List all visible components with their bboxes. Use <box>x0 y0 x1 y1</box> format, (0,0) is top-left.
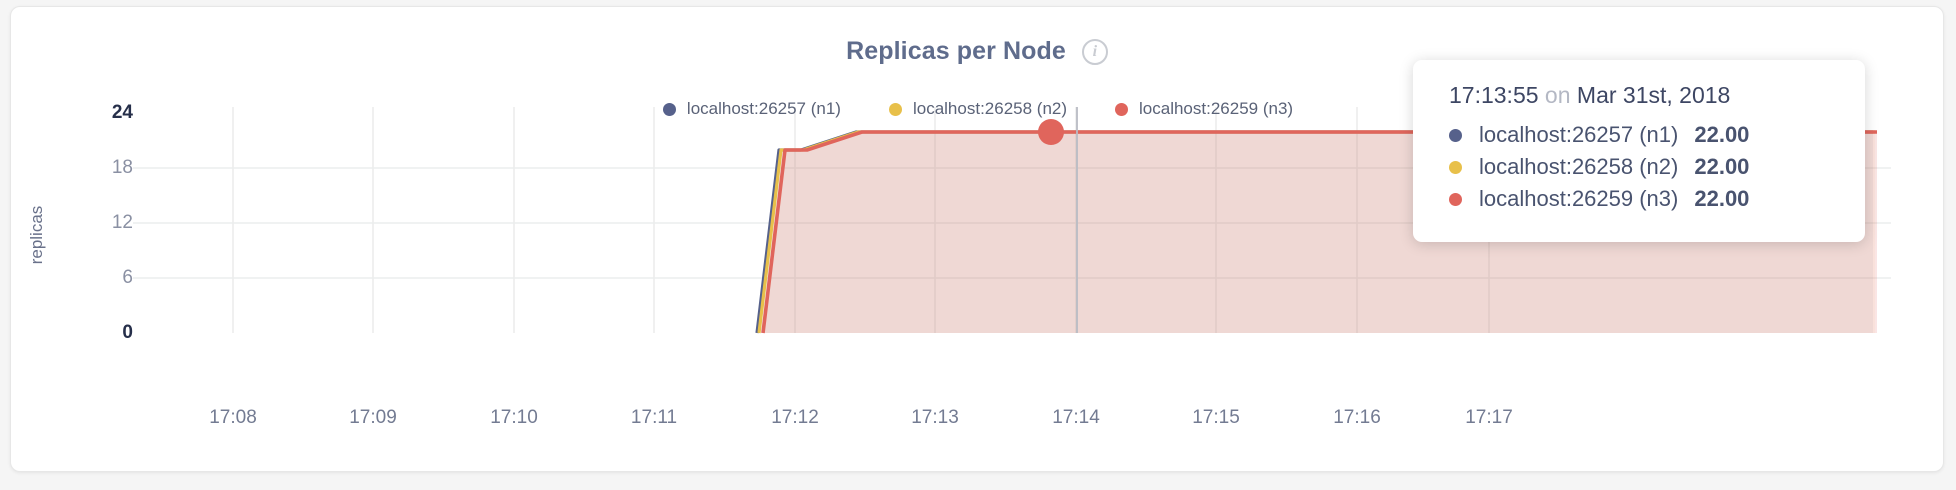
tooltip-series-value: 22.00 <box>1694 186 1750 211</box>
hover-marker-n3 <box>1038 119 1064 145</box>
tooltip-row: localhost:26258 (n2) 22.00 <box>1449 154 1835 180</box>
x-tick-1712: 17:12 <box>771 407 819 428</box>
legend-label: localhost:26258 (n2) <box>912 99 1068 118</box>
tooltip-header: 17:13:55 on Mar 31st, 2018 <box>1449 82 1835 109</box>
legend-item-n1[interactable]: localhost:26257 (n1) <box>662 99 841 119</box>
chart-header: Replicas per Node i <box>11 37 1943 66</box>
info-icon[interactable]: i <box>1081 38 1108 65</box>
x-tick-1711: 17:11 <box>630 407 678 428</box>
tooltip-date: Mar 31st, 2018 <box>1576 82 1731 108</box>
y-axis-ticks: 24 18 12 6 0 <box>71 7 133 473</box>
tooltip-series-label: localhost:26257 (n1) <box>1479 122 1679 147</box>
y-tick-6: 6 <box>122 267 133 288</box>
series-dot-icon <box>1449 192 1462 206</box>
tooltip-row: localhost:26257 (n1) 22.00 <box>1449 122 1835 148</box>
tooltip-series-label: localhost:26259 (n3) <box>1479 186 1679 211</box>
legend-dot-icon <box>1115 102 1129 116</box>
y-tick-0: 0 <box>122 322 133 343</box>
x-tick-1714: 17:14 <box>1052 407 1100 428</box>
chart-legend[interactable]: localhost:26257 (n1) localhost:26258 (n2… <box>11 99 1945 119</box>
x-tick-1710: 17:10 <box>490 407 538 428</box>
tooltip-series-value: 22.00 <box>1694 154 1750 179</box>
tooltip-series-label: localhost:26258 (n2) <box>1479 154 1679 179</box>
x-tick-1717: 17:17 <box>1465 407 1513 428</box>
x-tick-1708: 17:08 <box>209 407 257 428</box>
legend-item-n2[interactable]: localhost:26258 (n2) <box>888 99 1068 119</box>
series-dot-icon <box>1449 160 1462 174</box>
series-dot-icon <box>1449 128 1462 142</box>
page-title: Replicas per Node <box>846 37 1066 65</box>
legend-label: localhost:26257 (n1) <box>686 99 841 118</box>
legend-label: localhost:26259 (n3) <box>1139 99 1294 118</box>
replicas-per-node-card: Replicas per Node i replicas 24 18 12 6 … <box>10 6 1944 472</box>
x-tick-1716: 17:16 <box>1333 407 1381 428</box>
legend-item-n3[interactable]: localhost:26259 (n3) <box>1115 99 1293 119</box>
legend-dot-icon <box>888 102 902 116</box>
tooltip-series-value: 22.00 <box>1694 122 1750 147</box>
y-tick-18: 18 <box>111 157 133 178</box>
tooltip-on-word: on <box>1544 82 1571 108</box>
x-tick-1713: 17:13 <box>911 407 959 428</box>
y-tick-12: 12 <box>111 212 133 233</box>
hover-tooltip: 17:13:55 on Mar 31st, 2018 localhost:262… <box>1413 60 1865 242</box>
plot-area[interactable]: replicas 24 18 12 6 0 17:08 17:09 17:10 … <box>11 7 1945 473</box>
legend-dot-icon <box>662 102 676 116</box>
x-tick-1709: 17:09 <box>349 407 397 428</box>
tooltip-time: 17:13:55 <box>1449 82 1539 108</box>
x-tick-1715: 17:15 <box>1192 407 1240 428</box>
y-tick-24: 24 <box>111 102 133 123</box>
tooltip-row: localhost:26259 (n3) 22.00 <box>1449 186 1835 212</box>
